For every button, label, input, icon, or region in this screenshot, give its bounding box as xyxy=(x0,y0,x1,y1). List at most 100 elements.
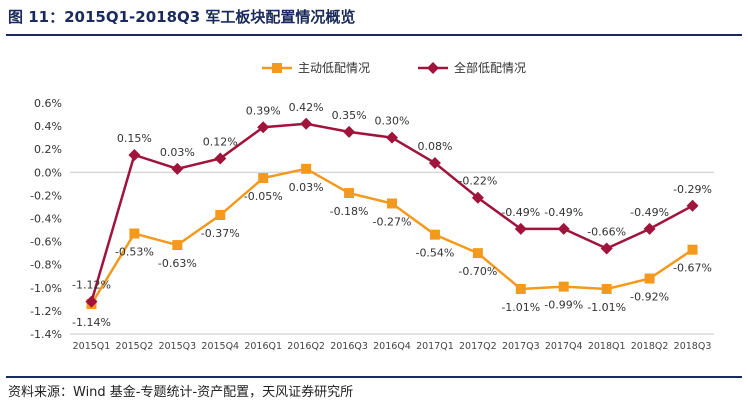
legend-item-1: 主动低配情况 xyxy=(262,61,370,75)
legend-label: 全部低配情况 xyxy=(454,60,526,75)
x-tick-label: 2016Q2 xyxy=(287,341,325,352)
legend-marker xyxy=(427,62,439,74)
data-label: -0.53% xyxy=(115,246,154,259)
y-tick-label: 0.2% xyxy=(34,143,62,156)
x-tick-label: 2015Q3 xyxy=(158,341,196,352)
data-point xyxy=(344,188,355,199)
data-point xyxy=(257,121,270,134)
data-point xyxy=(386,131,398,144)
x-tick-label: 2018Q1 xyxy=(588,341,626,352)
data-label: -0.29% xyxy=(673,183,712,196)
data-point xyxy=(600,242,613,255)
y-tick-label: -0.4% xyxy=(30,213,62,226)
data-label: 0.12% xyxy=(203,135,238,148)
data-point xyxy=(686,199,699,212)
data-point xyxy=(85,295,98,308)
data-label: -0.49% xyxy=(544,206,583,219)
y-tick-label: -1.4% xyxy=(30,328,62,341)
data-label: 0.08% xyxy=(417,140,452,153)
data-label: 0.03% xyxy=(289,181,324,194)
series-2 xyxy=(85,117,699,308)
data-point xyxy=(644,273,655,284)
data-label: -0.99% xyxy=(544,299,583,312)
data-label: -0.54% xyxy=(415,247,454,260)
data-label: -1.01% xyxy=(587,301,626,314)
data-point xyxy=(428,157,441,170)
data-label: 0.35% xyxy=(332,109,367,122)
data-label: -0.66% xyxy=(587,226,626,239)
y-tick-label: 0.0% xyxy=(34,166,62,179)
data-point xyxy=(172,240,183,251)
x-tick-label: 2017Q1 xyxy=(416,341,454,352)
y-tick-label: 0.4% xyxy=(34,120,62,133)
line-chart: 0.6% 0.4% 0.2% 0.0% -0.2% -0.4% -0.6% -0.8% -1.0… xyxy=(30,60,714,352)
data-point xyxy=(601,283,612,294)
data-label: -0.37% xyxy=(201,227,240,240)
y-tick-label: -1.0% xyxy=(30,282,62,295)
data-label: -0.05% xyxy=(244,190,283,203)
y-tick-label: -0.8% xyxy=(30,259,62,272)
y-tick-label: 0.6% xyxy=(34,97,62,110)
data-point xyxy=(687,244,698,255)
x-tick-label: 2018Q3 xyxy=(674,341,712,352)
x-tick-label: 2016Q4 xyxy=(373,341,411,352)
data-point xyxy=(343,125,356,138)
data-point xyxy=(301,163,312,174)
data-point xyxy=(300,117,313,130)
title-rule xyxy=(6,34,742,36)
x-tick-label: 2016Q1 xyxy=(244,341,282,352)
data-point xyxy=(215,210,226,221)
data-label: 0.15% xyxy=(117,132,152,145)
data-point xyxy=(258,173,269,184)
data-label: 0.03% xyxy=(160,146,195,159)
data-label: -0.67% xyxy=(673,262,712,275)
legend-label: 主动低配情况 xyxy=(298,61,370,75)
data-label: -0.49% xyxy=(630,206,669,219)
data-point xyxy=(171,162,184,175)
data-label: -1.12% xyxy=(72,279,111,292)
data-label: -1.14% xyxy=(72,316,111,329)
data-label: -0.18% xyxy=(330,205,369,218)
data-label: 0.39% xyxy=(246,104,281,117)
x-tick-label: 2015Q4 xyxy=(201,341,239,352)
data-point xyxy=(558,281,569,292)
data-label: -0.70% xyxy=(458,265,497,278)
legend: 主动低配情况 全部低配情况 xyxy=(262,60,526,75)
x-tick-label: 2015Q1 xyxy=(73,341,111,352)
y-tick-label: -0.6% xyxy=(30,236,62,249)
axis-layer: 0.6% 0.4% 0.2% 0.0% -0.2% -0.4% -0.6% -0.8% -1.0… xyxy=(30,97,714,352)
data-point xyxy=(515,283,526,294)
figure-title: 图 11：2015Q1-2018Q3 军工板块配置情况概览 xyxy=(8,8,356,26)
y-tick-label: -0.2% xyxy=(30,189,62,202)
data-point xyxy=(129,228,140,239)
data-point xyxy=(643,222,656,235)
legend-marker xyxy=(272,63,282,73)
data-label: -0.63% xyxy=(158,257,197,270)
data-point xyxy=(214,152,227,165)
data-point xyxy=(429,229,440,240)
y-tick-label: -1.2% xyxy=(30,305,62,318)
source-note: 资料来源：Wind 基金-专题统计-资产配置，天风证券研究所 xyxy=(8,385,354,400)
data-label: -0.92% xyxy=(630,291,669,304)
data-point xyxy=(472,248,483,259)
x-tick-label: 2015Q2 xyxy=(116,341,154,352)
data-label: -1.01% xyxy=(501,301,540,314)
x-tick-label: 2016Q3 xyxy=(330,341,368,352)
data-point xyxy=(557,222,570,235)
data-label: 0.30% xyxy=(375,115,410,128)
legend-item-2: 全部低配情况 xyxy=(418,60,526,75)
x-tick-label: 2017Q4 xyxy=(545,341,583,352)
x-tick-label: 2017Q2 xyxy=(459,341,497,352)
series-layer xyxy=(85,117,699,309)
data-point xyxy=(514,222,527,235)
data-point xyxy=(128,148,141,161)
data-label: -0.27% xyxy=(373,215,412,228)
label-layer: -1.14% -0.53% -0.63% -0.37% -0.05% 0.03% -0.18… xyxy=(72,101,712,329)
footer-rule xyxy=(6,376,742,378)
data-label: 0.42% xyxy=(289,101,324,114)
x-tick-label: 2018Q2 xyxy=(631,341,669,352)
x-tick-label: 2017Q3 xyxy=(502,341,540,352)
data-label: -0.22% xyxy=(458,175,497,188)
data-point xyxy=(387,198,397,209)
data-point xyxy=(471,191,484,204)
